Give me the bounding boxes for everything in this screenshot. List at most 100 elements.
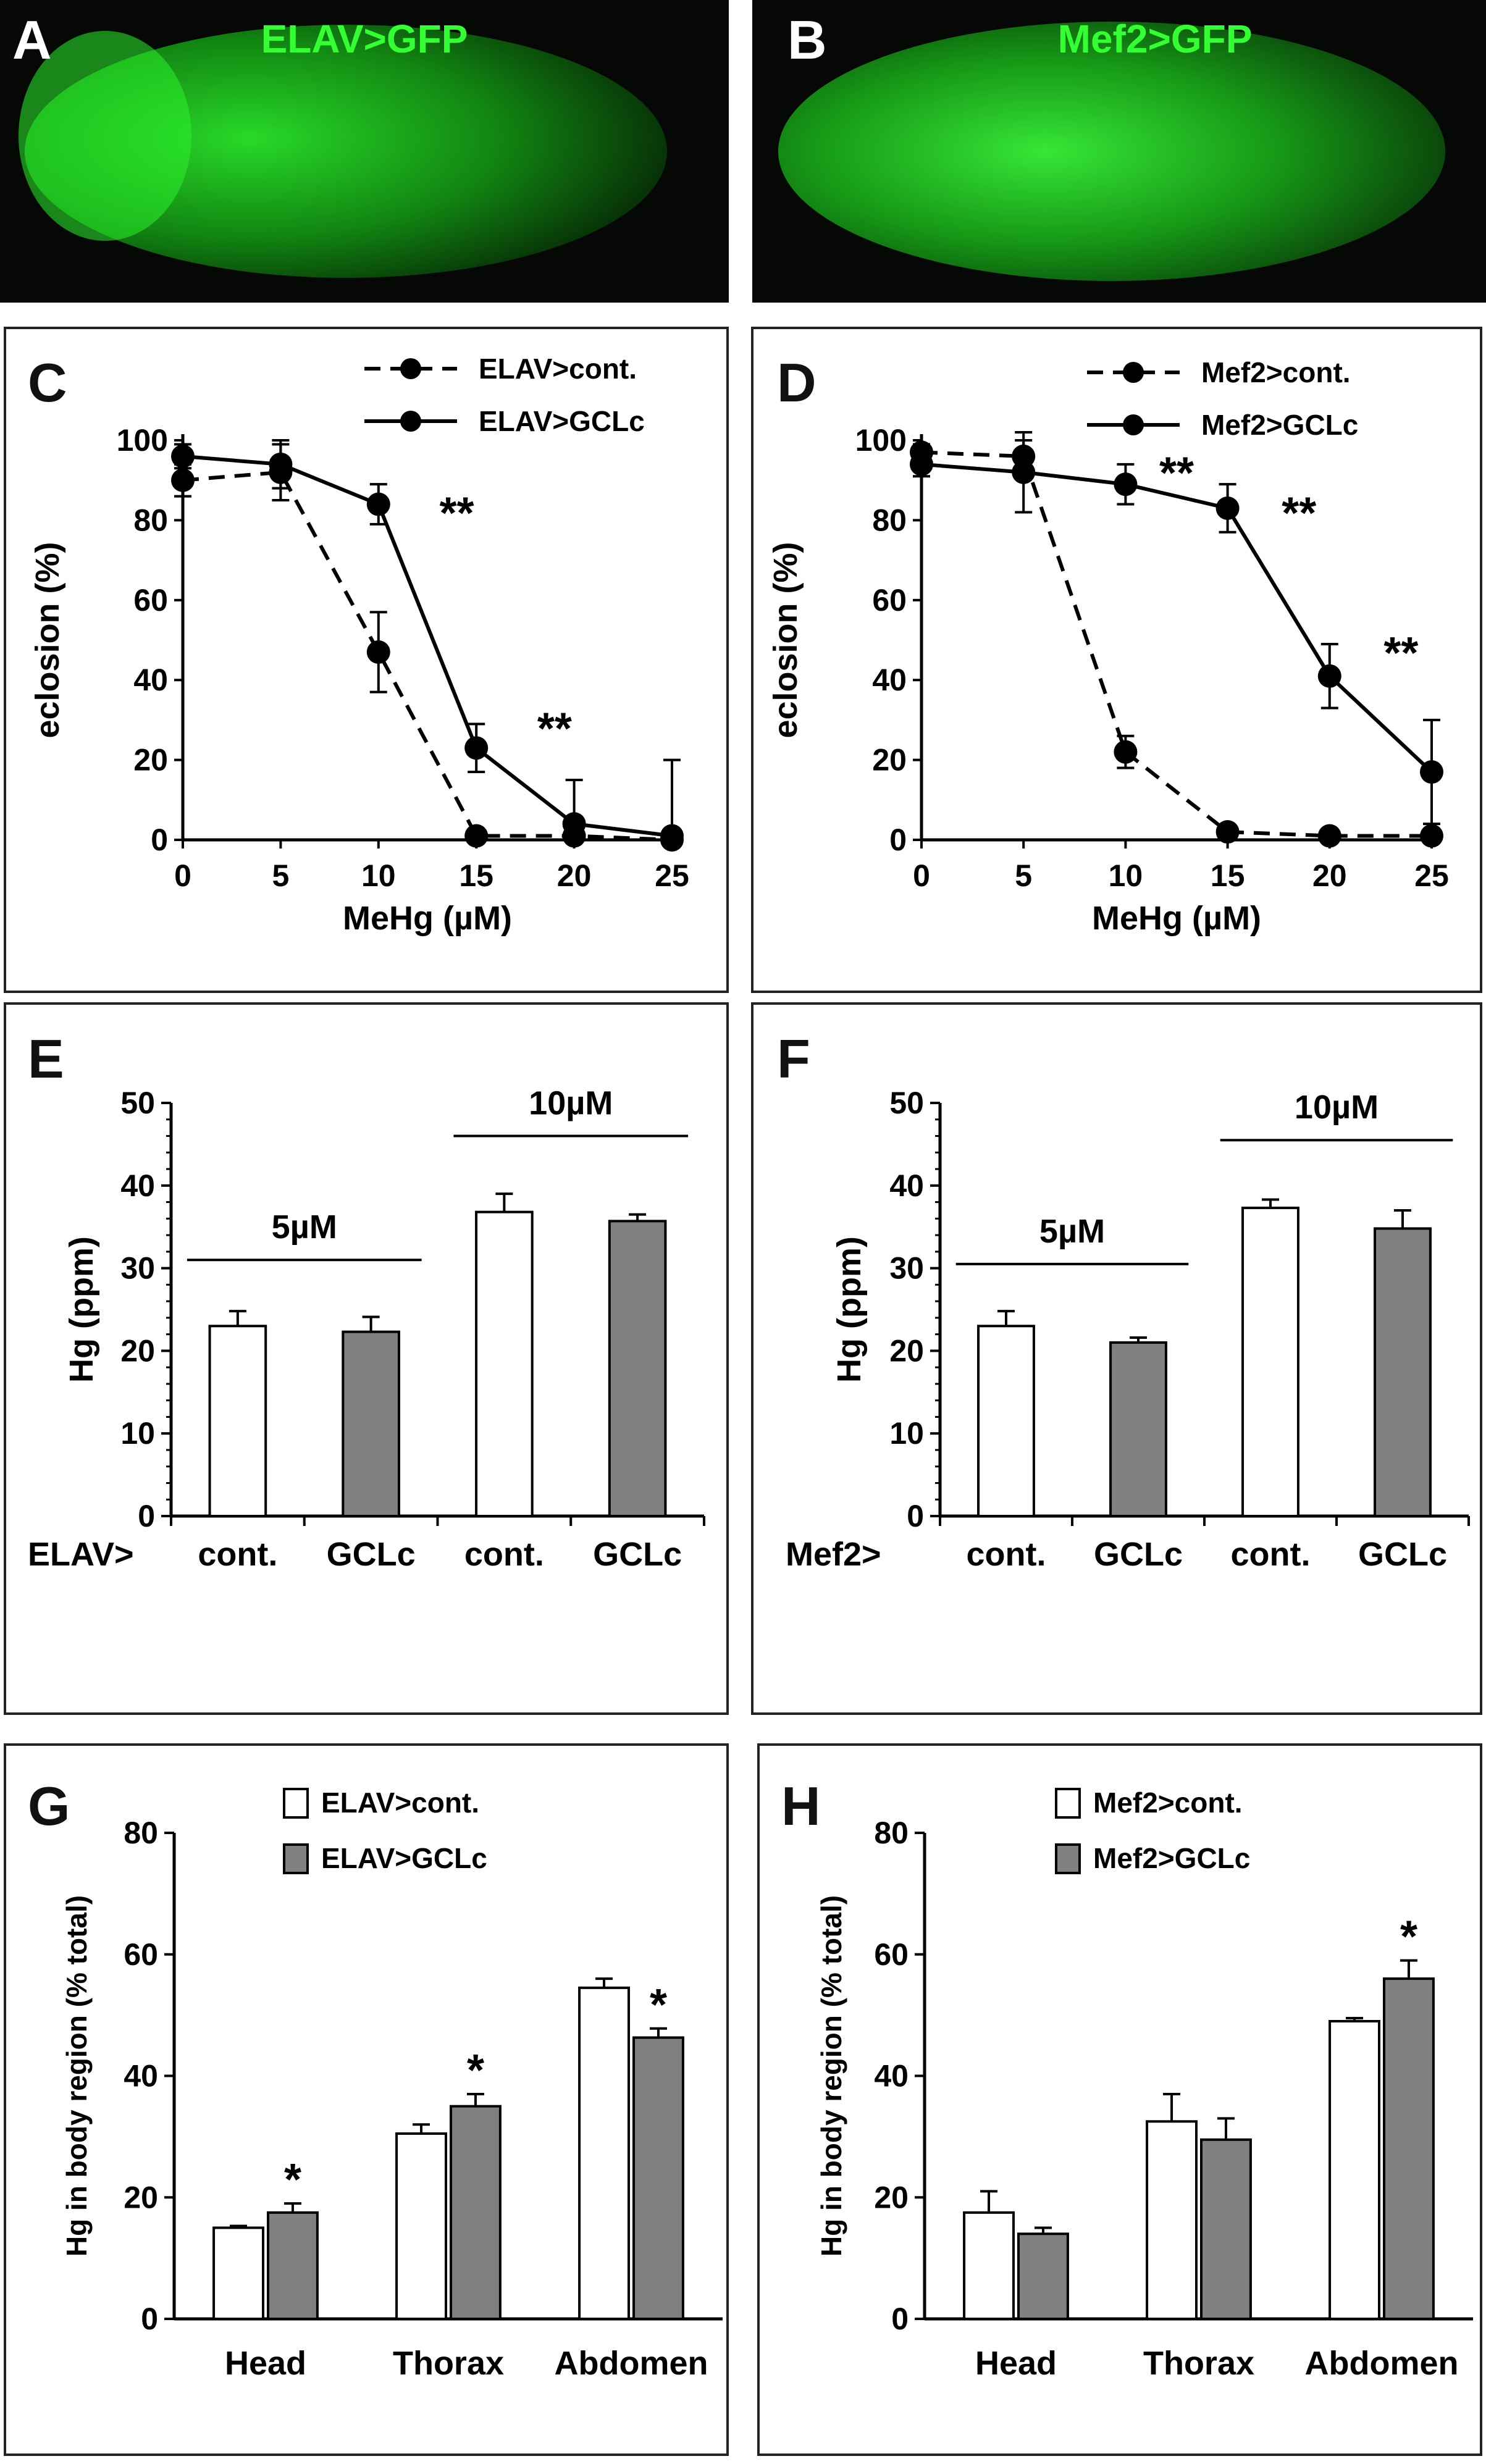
category-label: GCLc (593, 1536, 682, 1573)
legend-label: Mef2>cont. (1093, 1787, 1243, 1819)
data-point (1114, 740, 1138, 764)
bar (212, 2226, 264, 2320)
x-axis-title: MeHg (µM) (1092, 900, 1261, 937)
series-line-1 (921, 450, 1432, 838)
x-tick-label: 25 (655, 858, 689, 893)
y-axis-title: Hg (ppm) (63, 1236, 100, 1383)
photo-title-a: ELAV>GFP (261, 17, 468, 61)
bar (267, 2211, 319, 2320)
legend-label: Mef2>GCLc (1093, 1842, 1250, 1874)
x-tick-label: 20 (1312, 858, 1347, 893)
bar (632, 2036, 684, 2320)
legend-marker (400, 411, 421, 432)
bar-3 (475, 1210, 534, 1517)
data-point (660, 824, 684, 848)
row-prefix: ELAV> (28, 1536, 134, 1573)
y-axis-title: Hg in body region (% total) (61, 1895, 93, 2257)
significance-marker: ** (537, 705, 572, 754)
y-tick-label: 60 (872, 583, 907, 618)
legend-swatch (1055, 1843, 1081, 1874)
y-tick-label: 40 (120, 1168, 155, 1203)
data-point (1114, 472, 1138, 497)
data-point (1215, 820, 1240, 844)
bar-3 (1241, 1206, 1299, 1518)
x-axis-title: MeHg (µM) (343, 900, 512, 937)
chart-f: 0 10 20 30 40 50 cont. GCLc cont. GCLc 5µM 10µM Mef2… (786, 1086, 1470, 1573)
legend-label: Mef2>GCLc (1201, 409, 1358, 441)
data-point (1317, 664, 1341, 688)
bar (1329, 2019, 1381, 2320)
panel-letter-e: E (28, 1028, 64, 1089)
chart-g: 0 20 40 60 80 Head Thorax Abdomen * * * ELAV>cont. E… (61, 1787, 723, 2382)
panel-h-frame (757, 1743, 1482, 2456)
panel-e-frame (4, 1002, 729, 1715)
row-prefix: Mef2> (786, 1536, 881, 1573)
bar (1146, 2120, 1198, 2320)
significance-marker: * (284, 2155, 301, 2205)
data-point (1317, 824, 1341, 848)
y-tick-label: 40 (889, 1168, 924, 1203)
legend-marker (1123, 414, 1144, 435)
bar-2 (1109, 1341, 1167, 1518)
y-tick-label: 80 (872, 503, 907, 537)
photo-panel-b: B Mef2>GFP (752, 0, 1486, 303)
y-axis-title: eclosion (%) (767, 542, 804, 738)
y-tick-label: 100 (117, 423, 168, 458)
photo-title-b: Mef2>GFP (1058, 17, 1253, 61)
data-point (562, 812, 586, 836)
data-point (1420, 824, 1443, 848)
category-label: cont. (1231, 1536, 1311, 1573)
legend-marker (400, 358, 421, 379)
significance-marker: ** (1282, 488, 1316, 538)
bar (963, 2211, 1015, 2320)
legend-swatch (283, 1788, 309, 1819)
bar-2 (342, 1330, 400, 1517)
y-tick-label: 30 (120, 1251, 155, 1286)
photo-letter-b: B (787, 9, 827, 70)
pupa-image-b (778, 22, 1445, 281)
chart-c: 0 20 40 60 80 100 0 5 10 15 20 25 MeHg (µM) eclosion … (29, 353, 689, 937)
y-axis-title: eclosion (%) (29, 542, 66, 738)
y-tick-label: 0 (907, 1499, 924, 1533)
legend-swatch (1055, 1788, 1081, 1819)
legend-label: ELAV>cont. (321, 1787, 479, 1819)
bar (450, 2105, 502, 2320)
category-label: Thorax (393, 2345, 504, 2382)
data-point (910, 452, 933, 476)
series-line-2 (182, 454, 673, 838)
panel-letter-c: C (28, 352, 67, 413)
y-tick-label: 40 (133, 663, 168, 697)
bar (395, 2132, 448, 2321)
bar-4 (1374, 1227, 1432, 1517)
chart-h: 0 20 40 60 80 Head Thorax Abdomen * Mef2>cont. Mef… (815, 1787, 1473, 2382)
y-tick-label: 0 (141, 2302, 158, 2336)
y-tick-label: 10 (889, 1416, 924, 1451)
y-tick-label: 80 (133, 503, 168, 537)
legend-marker (1123, 362, 1144, 383)
y-axis-title: Hg (ppm) (831, 1236, 868, 1383)
y-tick-label: 40 (874, 2059, 909, 2093)
category-label: cont. (464, 1536, 544, 1573)
chart-e: 0 10 20 30 40 50 cont. GCLc cont. GCLc 5µM 10µM ELAV… (28, 1085, 705, 1573)
category-label: cont. (967, 1536, 1046, 1573)
series-line-1 (182, 470, 673, 842)
data-point (464, 824, 489, 848)
bar-1 (977, 1325, 1035, 1517)
panel-d-frame (751, 327, 1482, 993)
x-tick-label: 0 (913, 858, 930, 893)
y-tick-label: 40 (124, 2059, 158, 2093)
category-label: Head (225, 2345, 306, 2382)
x-tick-label: 15 (1211, 858, 1245, 893)
y-axis-title: Hg in body region (% total) (815, 1895, 847, 2257)
data-point (366, 492, 390, 516)
y-tick-label: 50 (120, 1086, 155, 1120)
group-label: 10µM (529, 1085, 613, 1122)
category-label: GCLc (327, 1536, 416, 1573)
significance-marker: * (650, 1980, 667, 2030)
y-tick-label: 60 (133, 583, 168, 618)
panel-letter-f: F (777, 1028, 810, 1089)
significance-marker: * (1400, 1913, 1417, 1962)
significance-marker: ** (439, 488, 474, 538)
category-label: Abdomen (1305, 2345, 1459, 2382)
